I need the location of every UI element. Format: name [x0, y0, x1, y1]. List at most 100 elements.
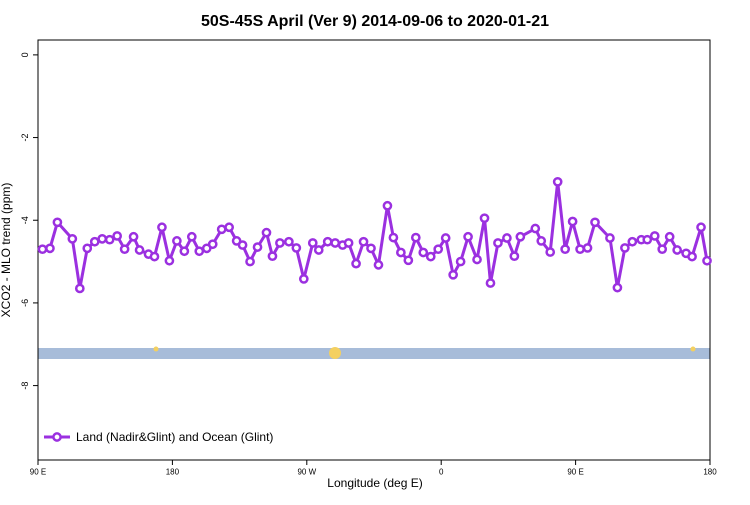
data-point	[261, 227, 272, 238]
coverage-dot	[329, 347, 341, 359]
data-point	[322, 236, 333, 247]
data-point	[672, 245, 682, 255]
data-point	[45, 243, 55, 254]
data-point	[433, 244, 444, 255]
data-point	[582, 243, 593, 253]
data-point	[275, 238, 285, 248]
data-point	[252, 242, 263, 252]
data-point	[313, 245, 324, 255]
data-point	[545, 247, 556, 257]
data-point	[396, 247, 406, 258]
y-tick-label: -2	[20, 134, 30, 142]
data-point	[515, 231, 526, 242]
data-point	[172, 236, 182, 246]
x-tick-label: 0	[439, 468, 444, 477]
data-point	[207, 239, 218, 250]
data-point	[186, 231, 197, 242]
data-point	[410, 232, 421, 243]
data-point	[97, 233, 108, 244]
data-point	[479, 213, 490, 224]
data-point	[382, 200, 393, 211]
x-tick-label: 180	[703, 468, 717, 477]
data-point	[112, 231, 122, 241]
data-point	[560, 244, 570, 255]
data-point	[74, 283, 85, 294]
data-point	[330, 238, 341, 248]
data-point	[358, 236, 369, 247]
y-axis-label: XCO2 - MLO trend (ppm)	[0, 183, 13, 318]
data-point	[463, 231, 473, 242]
data-point	[509, 251, 520, 262]
data-point	[216, 224, 227, 235]
data-point	[245, 256, 255, 267]
data-point	[119, 244, 130, 255]
data-point	[605, 233, 615, 243]
data-point	[696, 222, 706, 233]
data-point	[455, 256, 466, 267]
data-point	[89, 236, 100, 247]
data-point	[104, 234, 115, 245]
data-point	[366, 243, 376, 254]
y-tick-label: -4	[20, 216, 30, 224]
data-point	[502, 233, 512, 243]
data-point	[224, 222, 234, 233]
data-point	[418, 247, 429, 258]
coverage-band	[38, 348, 710, 359]
y-tick-label: 0	[20, 52, 30, 57]
data-point	[649, 231, 660, 241]
data-point	[448, 269, 458, 280]
data-point	[149, 251, 160, 262]
data-point	[590, 217, 600, 228]
data-point	[425, 251, 436, 262]
data-point	[134, 245, 145, 255]
x-tick-label: 180	[166, 468, 180, 477]
data-point	[612, 282, 623, 293]
data-point	[620, 243, 630, 253]
data-point	[343, 238, 354, 248]
data-point	[179, 246, 190, 257]
data-point	[373, 260, 384, 270]
data-point	[37, 244, 48, 255]
data-point	[575, 244, 585, 255]
data-point	[291, 243, 302, 253]
coverage-dot	[153, 346, 159, 352]
data-point	[284, 236, 294, 247]
data-point	[67, 233, 78, 244]
data-point	[164, 255, 175, 266]
x-tick-label: 90 E	[30, 468, 46, 477]
data-point	[485, 278, 496, 288]
data-point	[530, 223, 541, 234]
data-point	[388, 232, 399, 243]
data-point	[237, 240, 248, 250]
data-point	[627, 236, 638, 247]
x-axis-label: Longitude (deg E)	[327, 476, 422, 490]
data-point	[472, 254, 482, 265]
data-point	[157, 222, 167, 233]
data-point	[536, 236, 547, 246]
y-tick-label: -8	[20, 382, 30, 390]
chart-title: 50S-45S April (Ver 9) 2014-09-06 to 2020…	[201, 13, 549, 30]
data-point	[82, 243, 93, 254]
data-point	[351, 258, 361, 269]
data-point	[567, 216, 578, 227]
data-point	[307, 238, 318, 248]
data-point	[493, 238, 503, 248]
coverage-dot	[690, 346, 696, 352]
data-point	[267, 251, 278, 262]
data-point	[664, 231, 675, 242]
data-point	[298, 274, 309, 284]
data-point	[552, 176, 563, 187]
legend-label: Land (Nadir&Glint) and Ocean (Glint)	[76, 430, 273, 444]
data-point	[52, 217, 63, 228]
data-point	[440, 233, 451, 243]
x-tick-label: 90 W	[297, 468, 316, 477]
data-point	[642, 234, 653, 245]
data-point	[403, 255, 414, 266]
data-point	[128, 231, 139, 242]
data-point	[194, 246, 205, 257]
data-point	[702, 255, 712, 266]
y-tick-label: -6	[20, 299, 30, 307]
legend-marker	[52, 432, 62, 442]
data-point	[687, 251, 697, 262]
